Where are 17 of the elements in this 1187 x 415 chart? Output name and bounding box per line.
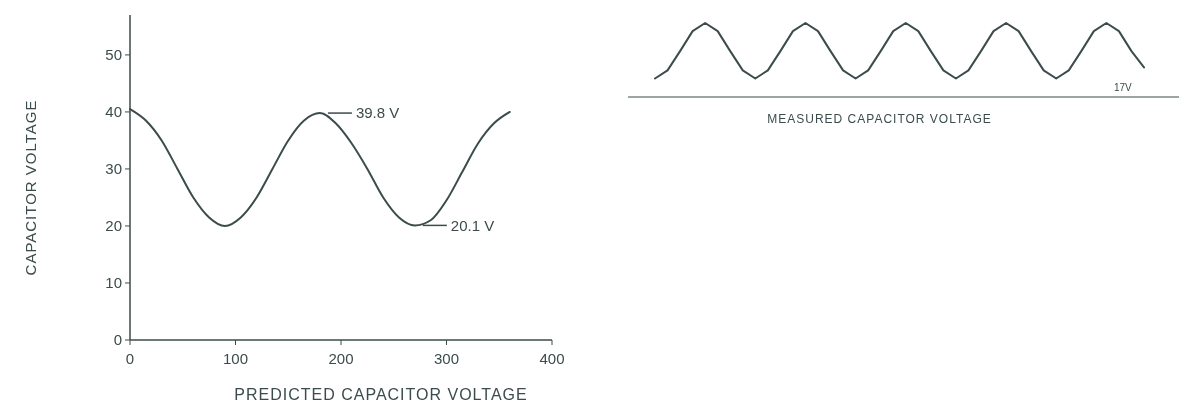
y-tick-label: 30 — [105, 160, 122, 178]
x-tick-label: 200 — [328, 350, 354, 367]
annotation: 20.1 V — [450, 216, 495, 234]
y-tick-label: 0 — [113, 331, 122, 349]
x-tick-label: 300 — [433, 350, 460, 367]
y-tick-label: 10 — [105, 274, 122, 292]
y-tick-label: 20 — [105, 217, 122, 235]
annotation: 39.8 V — [355, 104, 400, 122]
x-tick-label: 0 — [125, 350, 135, 367]
x-axis-title: PREDICTED CAPACITOR VOLTAGE — [234, 386, 528, 403]
x-tick-label: 400 — [539, 350, 565, 367]
y-tick-label: 40 — [105, 103, 122, 121]
annotation: 17V — [1114, 82, 1133, 93]
x-tick-label: 100 — [222, 350, 249, 367]
y-axis-title: CAPACITOR VOLTAGE — [22, 99, 39, 276]
y-tick-label: 50 — [105, 46, 122, 64]
x-axis-title: MEASURED CAPACITOR VOLTAGE — [767, 112, 992, 126]
